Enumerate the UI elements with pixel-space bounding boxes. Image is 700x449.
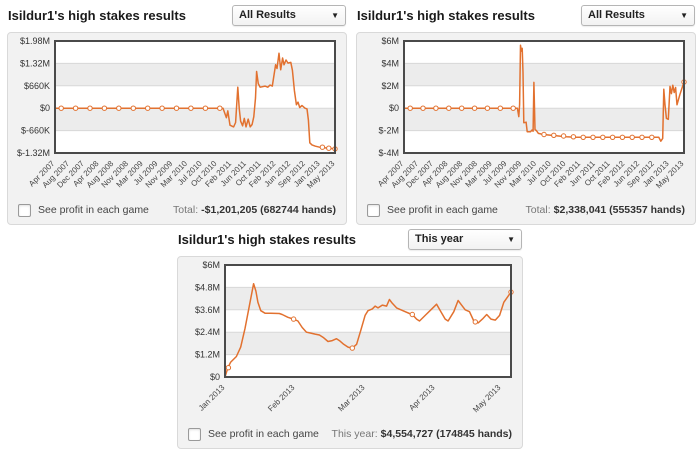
checkbox-label: See profit in each game <box>38 204 149 216</box>
svg-text:$-4M: $-4M <box>378 148 399 158</box>
profit-line-chart: $6M $4.8M $3.6M $2.4M $1.2M $0 Jan 2013 Feb 201… <box>183 261 517 421</box>
widget-title: Isildur1's high stakes results <box>357 7 535 23</box>
total-value: $4,554,727 (174845 hands) <box>380 428 512 440</box>
results-filter-select[interactable]: This year ▼ <box>408 228 522 250</box>
chart-footer: See profit in each game Total: -$1,201,20… <box>13 197 341 221</box>
total-label: Total: <box>525 204 551 216</box>
see-profit-toggle[interactable]: See profit in each game <box>367 203 498 217</box>
results-filter-select[interactable]: All Results ▼ <box>232 4 346 26</box>
checkbox-icon[interactable] <box>367 203 380 217</box>
checkbox-icon[interactable] <box>18 203 31 217</box>
svg-text:$0: $0 <box>210 372 220 382</box>
total-summary: Total: $2,338,041 (555357 hands) <box>526 204 685 216</box>
total-label: Total: <box>173 204 199 216</box>
results-filter-value: All Results <box>239 9 296 21</box>
chevron-down-icon: ▼ <box>507 234 515 244</box>
svg-text:$6M: $6M <box>381 37 399 46</box>
results-filter-select[interactable]: All Results ▼ <box>581 4 695 26</box>
chart-panel: $6M $4.8M $3.6M $2.4M $1.2M $0 Jan 2013 Feb 201… <box>177 256 523 449</box>
chevron-down-icon: ▼ <box>680 10 688 20</box>
svg-text:$-660K: $-660K <box>21 126 50 136</box>
svg-text:May 2013: May 2013 <box>471 383 503 415</box>
widget-header: Isildur1's high stakes results All Resul… <box>8 3 346 27</box>
svg-text:$1.98M: $1.98M <box>20 37 50 46</box>
chevron-down-icon: ▼ <box>331 10 339 20</box>
chart-footer: See profit in each game Total: $2,338,041… <box>362 197 690 221</box>
widget-header: Isildur1's high stakes results This year… <box>178 227 522 251</box>
svg-text:$1.32M: $1.32M <box>20 58 50 68</box>
total-value: -$1,201,205 (682744 hands) <box>201 204 336 216</box>
svg-text:$-2M: $-2M <box>378 126 399 136</box>
profit-line-chart: $6M $4M $2M $0 $-2M $-4M Apr 2007 Aug 2007 Dec 2… <box>362 37 690 197</box>
checkbox-icon[interactable] <box>188 427 201 441</box>
results-filter-value: All Results <box>588 9 645 21</box>
widget-header: Isildur1's high stakes results All Resul… <box>357 3 695 27</box>
svg-text:$660K: $660K <box>24 81 50 91</box>
see-profit-toggle[interactable]: See profit in each game <box>18 203 149 217</box>
svg-text:$3.6M: $3.6M <box>195 305 220 315</box>
total-summary: This year: $4,554,727 (174845 hands) <box>332 428 512 440</box>
svg-text:$-1.32M: $-1.32M <box>17 148 50 158</box>
chart-panel: $6M $4M $2M $0 $-2M $-4M Apr 2007 Aug 2007 Dec 2… <box>356 32 696 225</box>
total-value: $2,338,041 (555357 hands) <box>553 204 685 216</box>
total-summary: Total: -$1,201,205 (682744 hands) <box>173 204 336 216</box>
results-filter-value: This year <box>415 233 464 245</box>
checkbox-label: See profit in each game <box>387 204 498 216</box>
svg-text:$4.8M: $4.8M <box>195 282 220 292</box>
results-widget-this-year: Isildur1's high stakes results This year… <box>177 227 523 449</box>
svg-text:$0: $0 <box>389 103 399 113</box>
checkbox-label: See profit in each game <box>208 428 319 440</box>
widget-title: Isildur1's high stakes results <box>8 7 186 23</box>
svg-text:$6M: $6M <box>202 261 220 270</box>
svg-text:Mar 2013: Mar 2013 <box>336 383 367 414</box>
results-widget-all-results-2: Isildur1's high stakes results All Resul… <box>356 3 696 225</box>
results-widget-all-results-1: Isildur1's high stakes results All Resul… <box>7 3 347 225</box>
chart-footer: See profit in each game This year: $4,554… <box>183 421 517 445</box>
svg-text:$2.4M: $2.4M <box>195 327 220 337</box>
total-label: This year: <box>331 428 378 440</box>
svg-text:Feb 2013: Feb 2013 <box>266 383 297 414</box>
widget-title: Isildur1's high stakes results <box>178 231 356 247</box>
svg-text:$2M: $2M <box>381 81 399 91</box>
chart-panel: $1.98M $1.32M $660K $0 $-660K $-1.32M Apr 2007… <box>7 32 347 225</box>
svg-text:$0: $0 <box>40 103 50 113</box>
svg-text:Jan 2013: Jan 2013 <box>197 383 227 413</box>
svg-text:Apr 2013: Apr 2013 <box>407 383 437 413</box>
svg-text:$4M: $4M <box>381 58 399 68</box>
see-profit-toggle[interactable]: See profit in each game <box>188 427 319 441</box>
svg-text:$1.2M: $1.2M <box>195 350 220 360</box>
profit-line-chart: $1.98M $1.32M $660K $0 $-660K $-1.32M Apr 2007… <box>13 37 341 197</box>
